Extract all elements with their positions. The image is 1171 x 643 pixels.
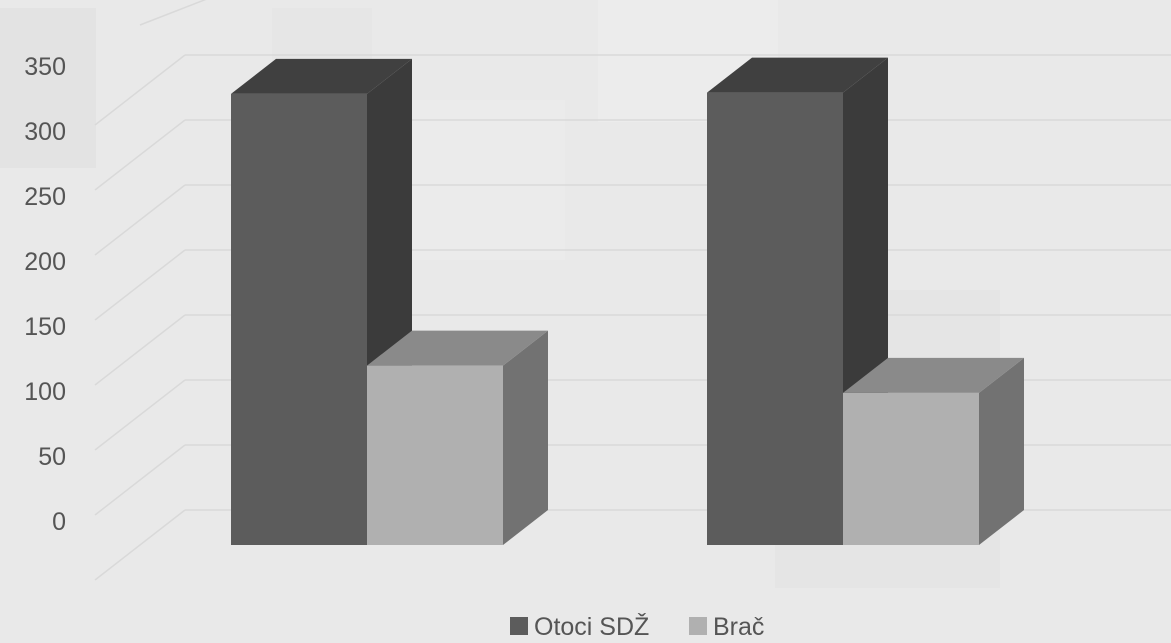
bar-top	[231, 58, 412, 94]
bar-top	[367, 330, 548, 366]
gridline-side	[94, 54, 186, 126]
legend-label-brac: Brač	[713, 613, 764, 638]
gridline-side	[94, 444, 186, 516]
bars	[231, 57, 1024, 546]
gridline-side	[94, 184, 186, 256]
legend: Otoci SDŽ Brač	[510, 612, 764, 641]
gridline-side	[139, 0, 207, 26]
bar-brac-2	[843, 357, 1024, 545]
legend-swatch-otoci-sdz	[510, 617, 528, 635]
bar-front	[843, 392, 979, 545]
bar-side	[503, 330, 548, 545]
bar-side	[979, 357, 1024, 545]
y-tick-label: 200	[24, 248, 66, 276]
gridline-side	[94, 249, 186, 321]
y-tick-label: 150	[24, 313, 66, 341]
legend-swatch-brac	[689, 617, 707, 635]
bar-top	[843, 357, 1024, 393]
gridline-side	[94, 314, 186, 386]
legend-label-otoci-sdz: Otoci SDŽ	[534, 612, 649, 638]
bar-front	[707, 92, 843, 545]
gridline-side	[94, 119, 186, 191]
y-tick-label: 50	[38, 443, 66, 471]
y-tick-label: 300	[24, 118, 66, 146]
y-tick-label: 100	[24, 378, 66, 406]
y-tick-label: 0	[52, 508, 66, 536]
y-tick-label: 250	[24, 183, 66, 211]
bar-front	[231, 93, 367, 546]
bar-brac-1	[367, 330, 548, 545]
bar-top	[707, 57, 888, 93]
bar-otoci-sdz-1	[231, 58, 412, 546]
y-tick-label: 350	[24, 53, 66, 81]
gridline-side	[94, 379, 186, 451]
y-axis-ticks: 0 50 100 150 200 250 300 350	[24, 53, 66, 536]
bar-front	[367, 365, 503, 545]
bg-patch	[0, 8, 96, 168]
gridline-side	[94, 509, 186, 581]
